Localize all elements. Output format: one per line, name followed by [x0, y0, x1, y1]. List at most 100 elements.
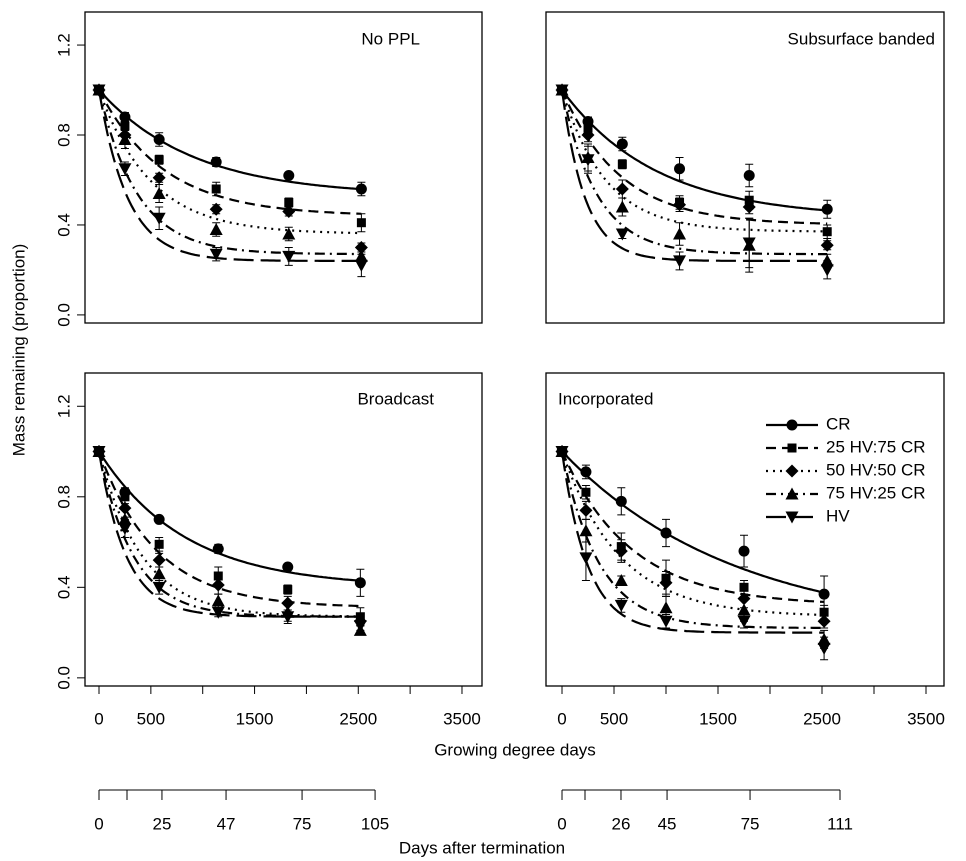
marker: [817, 642, 831, 655]
marker: [787, 443, 797, 453]
fit-curve: [97, 451, 361, 618]
marker: [614, 574, 628, 587]
marker: [209, 248, 223, 261]
marker: [283, 169, 295, 181]
marker: [674, 163, 686, 175]
x-tick-label: 500: [137, 709, 165, 728]
fit-curve: [98, 89, 362, 191]
panel-title: Incorporated: [558, 389, 653, 408]
day-tick-label: 105: [361, 814, 389, 833]
y-tick-label: 0.8: [54, 123, 73, 147]
marker: [282, 250, 296, 263]
marker: [742, 200, 756, 214]
marker: [821, 203, 833, 215]
day-tick-label: 111: [827, 814, 853, 833]
marker: [284, 197, 294, 207]
y-tick-label: 0.4: [54, 213, 73, 237]
plot-frame: [84, 11, 483, 324]
marker: [211, 184, 221, 194]
panel: Subsurface banded: [545, 11, 945, 324]
marker: [211, 594, 225, 607]
marker: [282, 227, 296, 240]
legend-label: 25 HV:75 CR: [826, 437, 926, 456]
legend-label: 75 HV:25 CR: [826, 483, 926, 502]
panel-title: No PPL: [361, 29, 420, 48]
marker: [617, 159, 627, 169]
marker: [819, 607, 829, 617]
panel: Incorporated 0 500 1500 2500 3500 0 26 45 75 111 CR…: [545, 372, 945, 833]
fit-curve: [560, 451, 825, 634]
marker: [152, 212, 166, 225]
marker: [152, 567, 166, 580]
x-tick-label: 3500: [907, 709, 945, 728]
x-axis-label: Growing degree days: [434, 740, 596, 759]
fit-curve: [560, 89, 828, 225]
x-tick-label: 1500: [699, 709, 737, 728]
marker: [659, 576, 673, 590]
marker: [615, 182, 629, 196]
marker: [281, 611, 295, 624]
x-tick-label: 0: [94, 709, 103, 728]
plot-frame: [545, 11, 945, 324]
fit-curve: [97, 89, 362, 262]
marker: [120, 121, 130, 131]
marker: [614, 599, 628, 612]
plot-frame: [84, 372, 483, 687]
fit-curve: [560, 89, 828, 262]
fit-curve: [97, 89, 362, 235]
day-tick-label: 0: [94, 814, 103, 833]
x-tick-label: 3500: [443, 709, 481, 728]
marker: [615, 200, 629, 213]
marker: [354, 577, 366, 589]
marker: [785, 487, 799, 500]
marker: [212, 543, 224, 555]
marker: [785, 464, 799, 478]
x-tick-label: 500: [600, 709, 628, 728]
y-tick-label: 0.8: [54, 485, 73, 509]
day-tick-label: 26: [612, 814, 631, 833]
marker: [580, 466, 592, 478]
panel: Broadcast 0.0 0.4 0.8 1.2 0 500 1500 2500 3500 0 25…: [54, 372, 483, 833]
x-tick-label: 2500: [339, 709, 377, 728]
day-tick-label: 75: [741, 814, 760, 833]
marker: [581, 487, 591, 497]
marker: [118, 133, 132, 146]
marker: [739, 582, 749, 592]
marker: [659, 601, 673, 614]
marker: [673, 227, 687, 240]
marker: [737, 615, 751, 628]
legend-label: HV: [826, 506, 850, 525]
marker: [353, 620, 367, 633]
marker: [354, 240, 368, 254]
marker: [579, 503, 593, 517]
marker: [742, 237, 756, 250]
marker: [579, 524, 593, 537]
fit-curve: [97, 451, 361, 618]
marker: [209, 202, 223, 216]
plot-frame: [545, 372, 945, 687]
fit-curve: [561, 89, 828, 212]
marker: [786, 419, 798, 431]
y-tick-label: 0.0: [54, 303, 73, 327]
x-tick-label: 1500: [236, 709, 274, 728]
panel-title: Subsurface banded: [788, 29, 935, 48]
legend-label: CR: [826, 414, 851, 433]
marker: [153, 513, 165, 525]
marker: [152, 186, 166, 199]
marker: [822, 227, 832, 237]
marker: [555, 446, 569, 459]
panel-title: Broadcast: [357, 389, 434, 408]
marker: [211, 606, 225, 619]
marker: [209, 222, 223, 235]
marker: [282, 204, 296, 218]
marker: [152, 171, 166, 185]
marker: [738, 545, 750, 557]
day-tick-label: 45: [658, 814, 677, 833]
marker: [818, 588, 830, 600]
marker: [153, 134, 165, 146]
marker: [356, 218, 366, 228]
x-tick-label: 2500: [803, 709, 841, 728]
marker: [154, 539, 164, 549]
marker: [355, 183, 367, 195]
